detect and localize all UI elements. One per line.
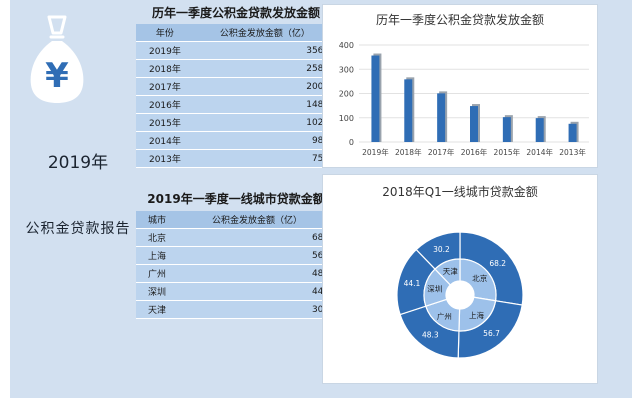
bar (437, 93, 446, 142)
slice-value-label: 44.1 (404, 279, 421, 288)
bar (470, 106, 478, 142)
x-tick-label: 2018年 (395, 147, 422, 157)
report-panel: ¥ 2019年 公积金贷款报告 历年一季度公积金贷款发放金额 年份 公积金发放金额… (10, 0, 632, 398)
bar-chart-title: 历年一季度公积金贷款发放金额 (375, 13, 544, 27)
row-label-cell: 2015年 (136, 113, 194, 132)
bar-chart: 0 100 200 300 400 2019年 2018年 2017年 2016年 2015年 20… (339, 41, 589, 157)
column-header-amount: 公积金发放金额（亿） (177, 211, 336, 229)
table-row: 北京68.2 (136, 228, 336, 247)
row-value-cell: 44.1 (177, 282, 336, 301)
bar (535, 118, 544, 142)
table-row: 2017年 200.5 (136, 77, 336, 96)
money-bag-icon: ¥ (30, 15, 84, 103)
slice-city-label: 上海 (469, 310, 484, 320)
table2-title: 2019年一季度一线城市贷款金额 (147, 192, 325, 206)
donut-chart-title: 2018年Q1一线城市贷款金额 (382, 185, 538, 199)
x-tick-label: 2015年 (494, 147, 521, 157)
slice-value-label: 48.3 (422, 331, 439, 340)
row-label-cell: 上海 (136, 246, 178, 265)
slice-value-label: 68.2 (489, 259, 506, 268)
sidebar: ¥ 2019年 公积金贷款报告 (10, 0, 146, 398)
row-label-cell: 2018年 (136, 59, 194, 78)
x-tick-label: 2016年 (461, 147, 488, 157)
bar-chart-card: 历年一季度公积金贷款发放金额 0 100 200 300 400 2019年 2018年 20… (322, 4, 598, 168)
table-row: 深圳44.1 (136, 282, 336, 301)
row-value-cell: 200.5 (193, 77, 336, 96)
row-label-cell: 2019年 (136, 41, 194, 60)
slice-city-label: 广州 (437, 311, 452, 321)
donut-chart: 68.2北京 56.7 上海 48.3 广州 44.1 深圳 30.2 天津 (396, 231, 524, 359)
table-header-row: 城市 公积金发放金额（亿） (136, 211, 336, 229)
bar (404, 79, 413, 142)
y-tick-label: 400 (339, 41, 354, 50)
column-header-label: 年份 (136, 24, 194, 42)
table-row: 2019年 356.6 (136, 41, 336, 60)
table-row: 2014年98.5 (136, 131, 336, 150)
slice-city-label: 北京 (472, 273, 487, 283)
slice-city-label: 深圳 (427, 284, 442, 294)
table-row: 上海56.7 (136, 246, 336, 265)
row-label-cell: 广州 (136, 264, 178, 283)
row-value-cell: 356.6 (193, 41, 336, 60)
table-row: 2015年 102.5 (136, 113, 336, 132)
row-value-cell: 75.1 (193, 149, 336, 168)
column-header-label: 城市 (136, 211, 178, 229)
x-tick-label: 2017年 (428, 147, 455, 157)
y-tick-label: 0 (349, 138, 354, 147)
y-tick-label: 100 (339, 114, 354, 123)
donut-hole (446, 281, 474, 309)
city-loan-table: 城市公积金发放金额（亿）北京68.2上海56.7广州48.3深圳44.1天津30… (136, 211, 336, 319)
row-value-cell: 258.4 (193, 59, 336, 78)
report-title: 公积金贷款报告 (25, 221, 131, 237)
row-value-cell: 148.2 (193, 95, 336, 114)
x-tick-label: 2019年 (362, 147, 389, 157)
slice-city-label: 天津 (443, 267, 458, 276)
table-row: 2013年75.1 (136, 149, 336, 168)
yearly-loan-table: 年份 公积金发放金额（亿） 2019年 356.6 2018年 258.4 2017年 200… (136, 24, 336, 168)
row-label-cell: 北京 (136, 228, 178, 247)
table1-title: 历年一季度公积金贷款发放金额 (151, 6, 320, 20)
bar (568, 123, 577, 142)
x-tick-label: 2014年 (526, 147, 553, 157)
row-label-cell: 2014年 (136, 131, 194, 150)
column-header-amount: 公积金发放金额（亿） (193, 24, 336, 42)
table-header-row: 年份 公积金发放金额（亿） (136, 24, 336, 42)
slice-value-label: 56.7 (483, 329, 500, 338)
bar (371, 55, 380, 142)
donut-chart-card: 2018年Q1一线城市贷款金额 68.2 北京 56.7 上海 48.3 广州 44.1 深圳… (322, 174, 598, 384)
row-value-cell: 48.3 (177, 264, 336, 283)
year-title: 2019年 (47, 153, 109, 173)
slice-value-label: 30.2 (433, 245, 450, 254)
bar (502, 117, 511, 142)
row-value-cell: 102.5 (193, 113, 336, 132)
row-label-cell: 深圳 (136, 282, 178, 301)
table-row: 天津30.2 (136, 300, 336, 319)
row-value-cell: 56.7 (177, 246, 336, 265)
row-value-cell: 98.5 (193, 131, 336, 150)
table-row: 广州48.3 (136, 264, 336, 283)
row-label-cell: 2016年 (136, 95, 194, 114)
row-label-cell: 2013年 (136, 149, 194, 168)
table-row: 2016年 148.2 (136, 95, 336, 114)
yuan-symbol: ¥ (45, 56, 69, 96)
x-tick-label: 2013年 (559, 147, 586, 157)
row-value-cell: 30.2 (177, 300, 336, 319)
row-label-cell: 2017年 (136, 77, 194, 96)
y-tick-label: 200 (339, 90, 354, 99)
row-value-cell: 68.2 (177, 228, 336, 247)
y-tick-label: 300 (339, 65, 354, 74)
table-row: 2018年 258.4 (136, 59, 336, 78)
row-label-cell: 天津 (136, 300, 178, 319)
